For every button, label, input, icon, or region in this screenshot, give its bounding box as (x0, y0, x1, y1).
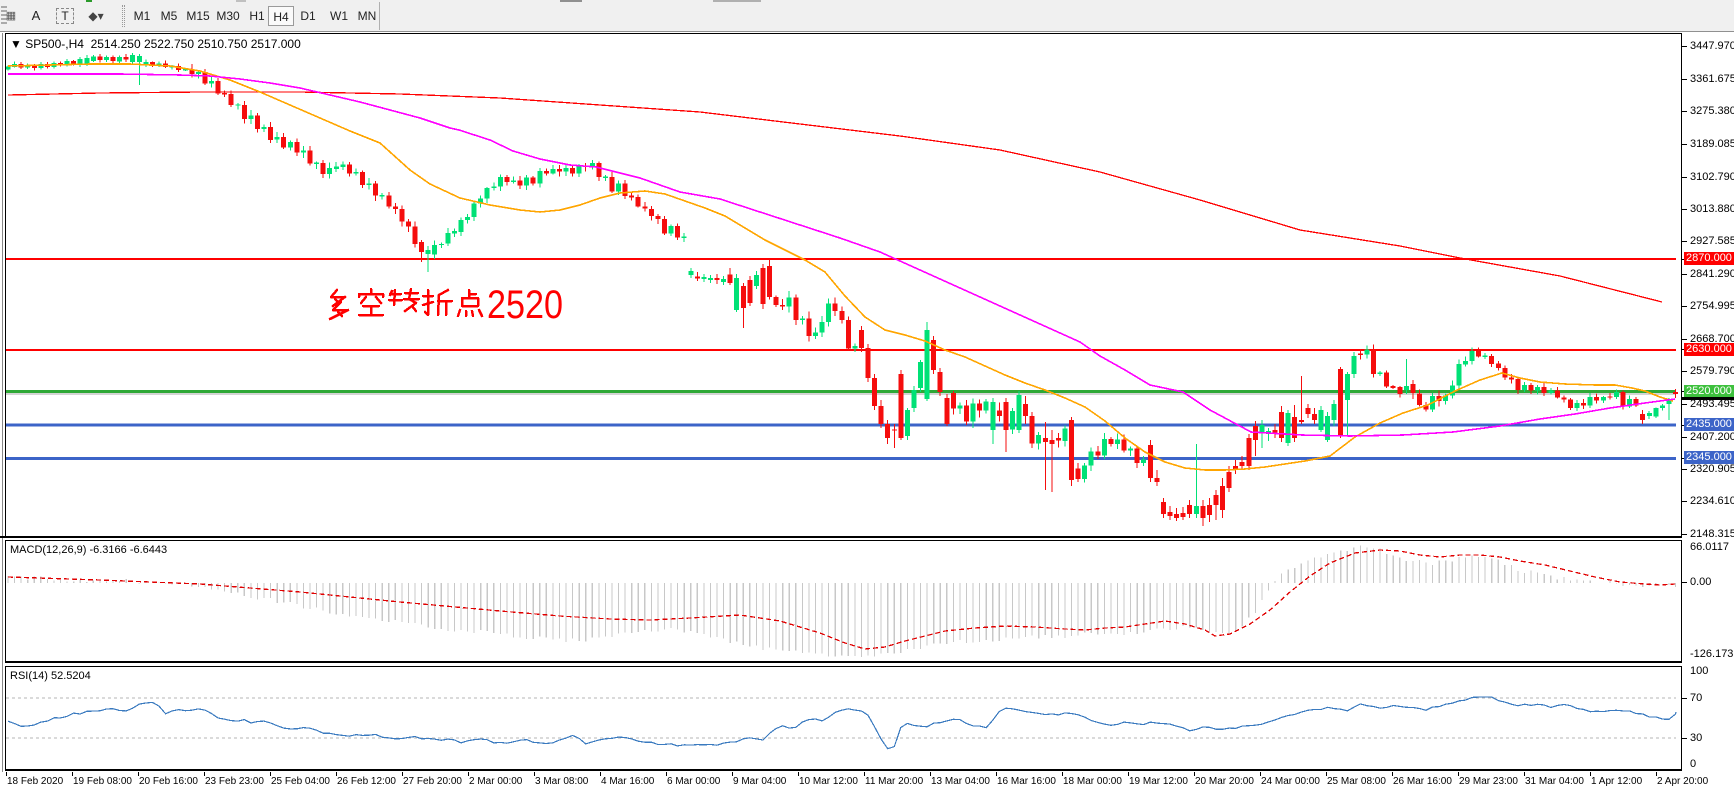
svg-text:2520: 2520 (487, 283, 563, 327)
